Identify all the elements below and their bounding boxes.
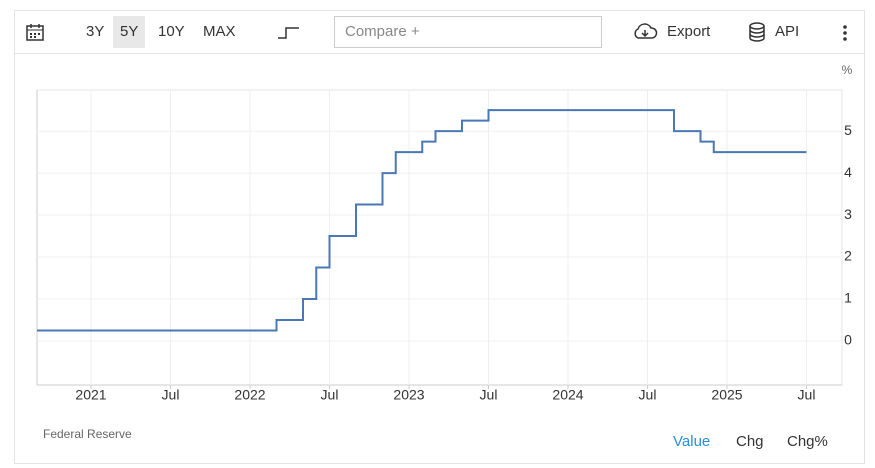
api-icon[interactable] [747,21,767,43]
line [37,109,807,332]
x-tick-label: Jul [321,387,339,403]
menu-icon[interactable] [841,24,849,42]
x-tick-label: Jul [480,387,498,403]
y-tick-label: 2 [844,248,852,264]
source: Federal Reserve [43,427,132,441]
x-tick-label: 2023 [393,387,424,403]
x-tick-label: 2022 [234,387,265,403]
export-button[interactable]: Export [667,23,711,40]
tab[interactable]: Value [673,433,711,450]
y-tick-label: 3 [844,206,852,222]
tab[interactable]: Chg [736,433,764,450]
x-tick-label: Jul [162,387,180,403]
compare-input[interactable]: Compare + [334,16,602,48]
x-tick-label: Jul [639,387,657,403]
x-tick-label: 2021 [75,387,106,403]
y-tick-label: 1 [844,290,852,306]
y-tick-label: 4 [844,164,852,180]
x-tick-label: 2024 [552,387,583,403]
calendar-icon[interactable] [25,22,45,42]
y-tick-label: 0 [844,332,852,348]
range-button[interactable]: 3Y [86,23,105,40]
chart-type-icon[interactable] [277,23,301,41]
range-button[interactable]: 10Y [158,23,185,40]
range-button[interactable]: 5Y [113,16,146,48]
y-tick-label: 5 [844,122,852,138]
tab[interactable]: Chg% [787,433,828,450]
chart: % 0 1 2 3 4 5 2021 Jul 2022 Jul 2023 Jul 2024 Jul 2025… [36,63,853,403]
range-button[interactable]: MAX [203,23,236,40]
api-button[interactable]: API [775,23,800,40]
x-tick-label: Jul [798,387,816,403]
widget: 3Y 5Y 10Y MAX Compare + Export API Feder… [14,10,865,464]
toolbar: 3Y 5Y 10Y MAX Compare + Export API [15,11,864,54]
export-icon[interactable] [632,22,658,42]
x-tick-label: 2025 [711,387,742,403]
y-unit: % [842,63,853,77]
